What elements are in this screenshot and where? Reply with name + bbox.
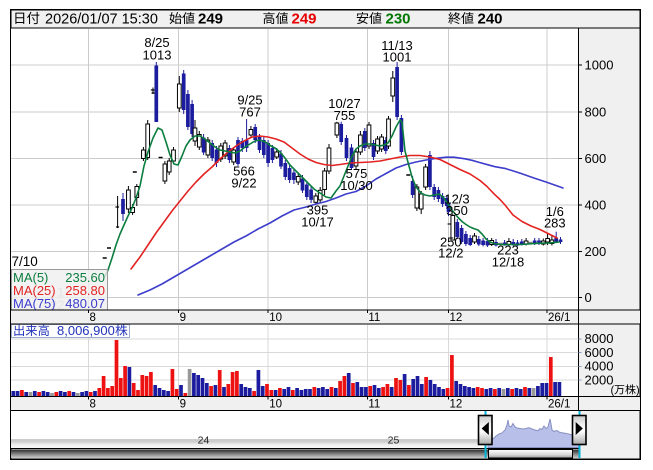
svg-text:9/25: 9/25 bbox=[237, 93, 262, 108]
svg-text:8,006,900: 8,006,900 bbox=[57, 323, 115, 338]
svg-text:2000: 2000 bbox=[585, 372, 614, 387]
svg-text:MA(5): MA(5) bbox=[13, 270, 48, 285]
svg-text:350: 350 bbox=[446, 203, 468, 218]
svg-text:MA(25): MA(25) bbox=[13, 283, 56, 298]
svg-text:480.07: 480.07 bbox=[65, 296, 105, 311]
svg-text:10: 10 bbox=[269, 399, 282, 411]
svg-text:): ) bbox=[636, 385, 640, 397]
svg-text:566: 566 bbox=[233, 164, 255, 179]
svg-text:223: 223 bbox=[497, 243, 519, 258]
svg-text:12/18: 12/18 bbox=[492, 255, 525, 270]
svg-text:MA(75): MA(75) bbox=[13, 296, 56, 311]
svg-text:12/3: 12/3 bbox=[444, 192, 469, 207]
svg-text:235.60: 235.60 bbox=[65, 270, 105, 285]
svg-text:11/13: 11/13 bbox=[381, 38, 413, 53]
svg-text:8: 8 bbox=[90, 312, 96, 324]
svg-text:26/1: 26/1 bbox=[548, 312, 570, 324]
svg-text:755: 755 bbox=[334, 108, 356, 123]
svg-text:240: 240 bbox=[478, 11, 503, 28]
svg-text:283: 283 bbox=[544, 216, 566, 231]
svg-text:26/1: 26/1 bbox=[548, 399, 570, 411]
svg-text:258.80: 258.80 bbox=[65, 283, 105, 298]
svg-text:7/10: 7/10 bbox=[12, 254, 38, 269]
svg-text:12/2: 12/2 bbox=[438, 246, 463, 261]
svg-text:11: 11 bbox=[368, 312, 380, 324]
svg-text:10/27: 10/27 bbox=[328, 96, 361, 111]
svg-text:1013: 1013 bbox=[143, 48, 172, 63]
svg-text:9: 9 bbox=[180, 312, 186, 324]
svg-text:8000: 8000 bbox=[585, 331, 614, 346]
svg-text:1001: 1001 bbox=[383, 50, 412, 65]
svg-text:24: 24 bbox=[198, 435, 210, 447]
svg-text:767: 767 bbox=[239, 105, 261, 120]
svg-text:8: 8 bbox=[90, 399, 96, 411]
svg-text:400: 400 bbox=[585, 198, 607, 213]
svg-text:9/22: 9/22 bbox=[231, 176, 256, 191]
svg-text:395: 395 bbox=[307, 203, 329, 218]
svg-text:1000: 1000 bbox=[585, 58, 614, 73]
svg-text:10/30: 10/30 bbox=[340, 178, 373, 193]
svg-text:600: 600 bbox=[585, 151, 607, 166]
svg-text:12: 12 bbox=[450, 399, 463, 411]
svg-text:249: 249 bbox=[198, 11, 223, 28]
svg-text:250: 250 bbox=[440, 235, 462, 250]
svg-text:200: 200 bbox=[585, 244, 607, 259]
svg-text:575: 575 bbox=[346, 166, 368, 181]
svg-text:10: 10 bbox=[269, 312, 282, 324]
svg-text:(: ( bbox=[611, 385, 615, 397]
svg-text:249: 249 bbox=[292, 11, 317, 28]
svg-text:2026/01/07 15:30: 2026/01/07 15:30 bbox=[45, 12, 158, 28]
svg-text:10/17: 10/17 bbox=[301, 215, 334, 230]
svg-text:25: 25 bbox=[388, 435, 400, 447]
svg-text:1/6: 1/6 bbox=[546, 204, 564, 219]
svg-text:230: 230 bbox=[386, 11, 411, 28]
svg-text:6000: 6000 bbox=[585, 345, 614, 360]
svg-text:9: 9 bbox=[180, 399, 186, 411]
svg-text:12: 12 bbox=[450, 312, 463, 324]
svg-text:11: 11 bbox=[368, 399, 380, 411]
svg-text:4000: 4000 bbox=[585, 359, 614, 374]
svg-text:8/25: 8/25 bbox=[144, 35, 169, 50]
svg-text:800: 800 bbox=[585, 105, 607, 120]
svg-text:0: 0 bbox=[585, 290, 592, 305]
